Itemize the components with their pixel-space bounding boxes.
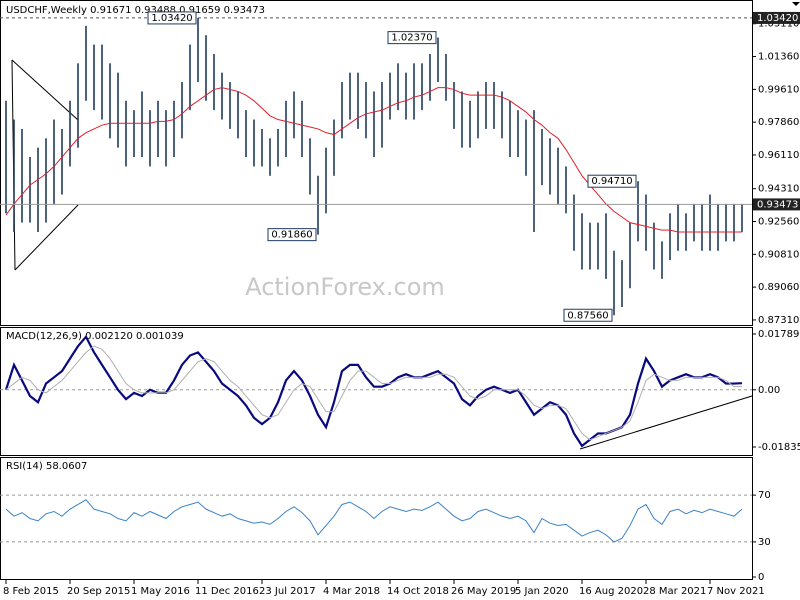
moving-average xyxy=(5,87,742,233)
y-tick-label: 30 xyxy=(758,537,771,548)
x-tick-label: 20 Sep 2015 xyxy=(67,586,130,597)
x-tick-label: 4 Mar 2018 xyxy=(323,586,380,597)
x-tick-label: 28 Mar 2021 xyxy=(643,586,706,597)
y-tick-label: 0.92560 xyxy=(758,217,799,228)
price-panel xyxy=(0,0,753,326)
watermark: ActionForex.com xyxy=(245,273,445,301)
last-price-label: 0.93473 xyxy=(757,199,798,210)
annotation-label: 0.94710 xyxy=(591,176,632,187)
chart-title: USDCHF,Weekly 0.91671 0.93488 0.91659 0.… xyxy=(6,5,265,16)
y-tick-label: 1.01360 xyxy=(758,52,799,63)
macd-title: MACD(12,26,9) 0.002120 0.001039 xyxy=(6,331,184,342)
x-tick-label: 1 May 2016 xyxy=(131,586,190,597)
rsi-panel xyxy=(0,457,753,580)
x-tick-label: 8 Feb 2015 xyxy=(3,586,59,597)
x-tick-label: 11 Dec 2016 xyxy=(195,586,259,597)
y-tick-label: 0.017898 xyxy=(758,329,800,340)
y-tick-label: 0.99610 xyxy=(758,84,799,95)
annotation-label: 1.03420 xyxy=(151,13,192,24)
annotation-box xyxy=(387,31,437,45)
trendlines xyxy=(11,59,753,450)
rsi-title: RSI(14) 58.0607 xyxy=(6,461,87,472)
indicator-line xyxy=(5,345,743,441)
y-tick-label: 0 xyxy=(758,572,764,583)
y-tick-label: 0.89060 xyxy=(758,282,799,293)
annotation-label: 1.02370 xyxy=(391,33,432,44)
macd-trendline xyxy=(579,395,753,450)
y-tick-label: 0.97860 xyxy=(758,117,799,128)
annotation-box xyxy=(587,174,637,188)
menu-arrow xyxy=(792,2,800,6)
macd-panel xyxy=(0,327,753,456)
high-tag-label: 1.03420 xyxy=(757,13,798,24)
y-tick-label: 1.03110 xyxy=(758,19,799,30)
triangle-upper xyxy=(11,59,79,121)
annotation-label: 0.91860 xyxy=(271,230,312,241)
x-tick-label: 26 May 2019 xyxy=(451,586,516,597)
annotation-box xyxy=(267,228,317,242)
x-tick-label: 5 Jan 2020 xyxy=(515,586,569,597)
triangle-lower xyxy=(14,204,79,271)
annotation-box xyxy=(147,11,197,25)
x-tick-label: 23 Jul 2017 xyxy=(259,586,316,597)
y-tick-label: 0.96110 xyxy=(758,150,799,161)
annotation-box xyxy=(563,308,613,322)
high-tag xyxy=(753,11,800,24)
indicator-line xyxy=(4,334,743,448)
x-tick-label: 16 Aug 2020 xyxy=(579,586,643,597)
y-tick-label: 0.90810 xyxy=(758,249,799,260)
annotation-label: 0.87560 xyxy=(567,310,608,321)
y-tick-label: 0.94310 xyxy=(758,184,799,195)
indicator-line xyxy=(5,499,743,543)
y-tick-label: -0.018354 xyxy=(758,442,800,453)
y-tick-label: 70 xyxy=(758,490,771,501)
x-tick-label: 7 Nov 2021 xyxy=(707,586,765,597)
y-tick-label: 0.00 xyxy=(758,385,780,396)
last-price-tag xyxy=(753,198,800,211)
x-tick-label: 14 Oct 2018 xyxy=(387,586,449,597)
y-tick-label: 0.87310 xyxy=(758,315,799,326)
